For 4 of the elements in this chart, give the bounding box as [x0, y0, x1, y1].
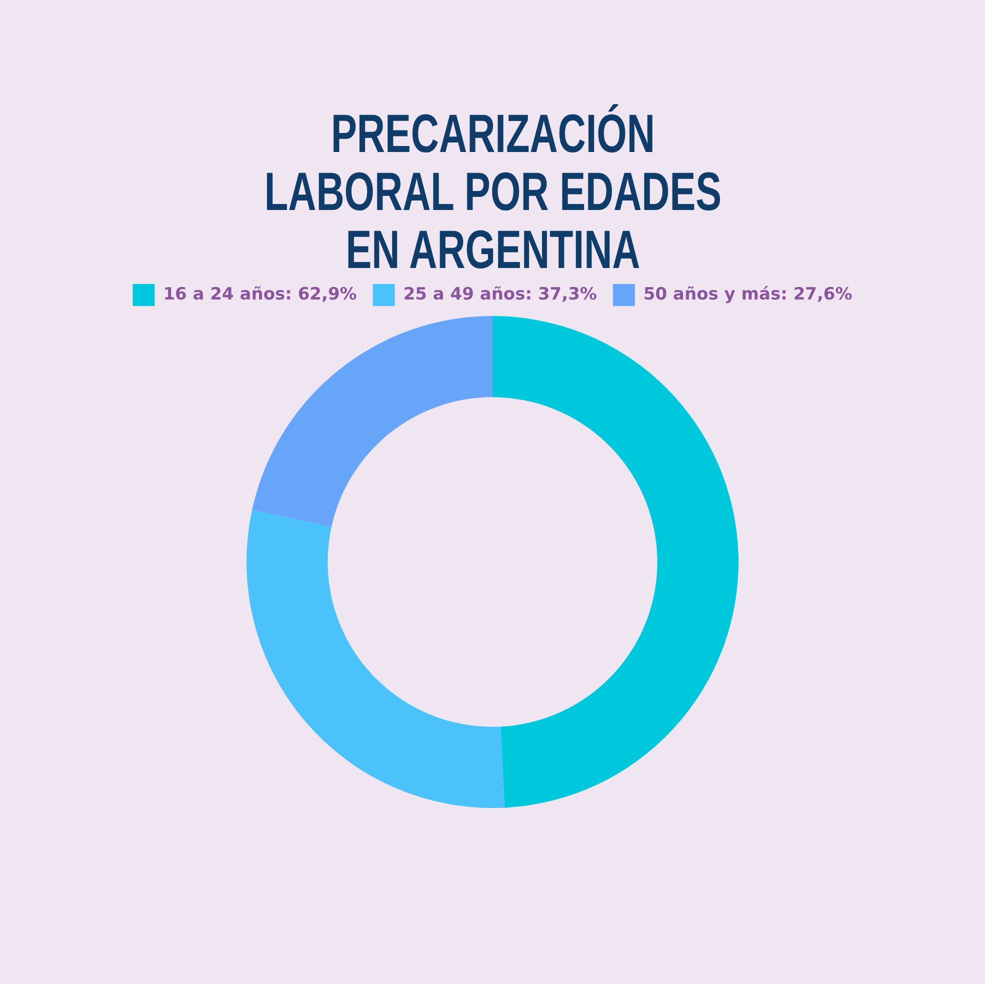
legend-label: 16 a 24 años: 62,9%: [163, 284, 357, 304]
legend-label: 50 años y más: 27,6%: [643, 284, 852, 304]
chart-title: PRECARIZACIÓN LABORAL POR EDADES EN ARGENTINA: [262, 104, 722, 280]
legend-label: 25 a 49 años: 37,3%: [403, 284, 597, 304]
